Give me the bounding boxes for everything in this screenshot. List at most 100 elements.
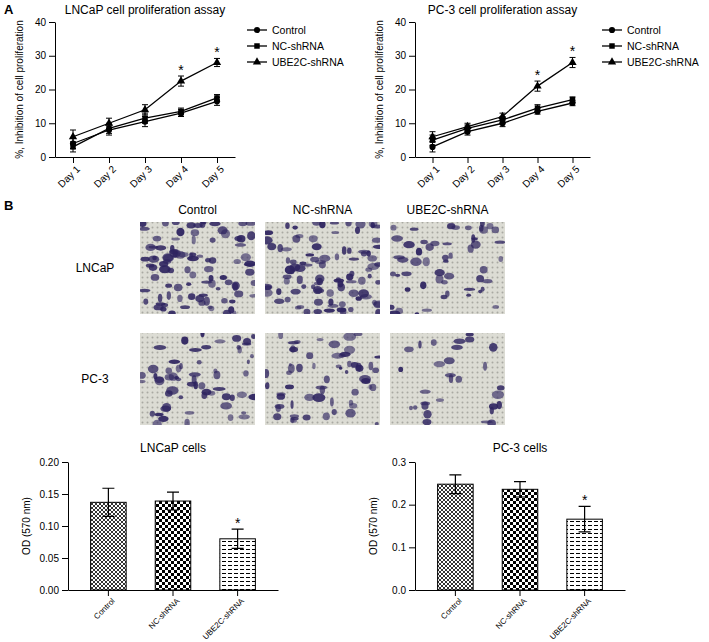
- stained-cell: [331, 231, 339, 234]
- stained-cell: [497, 385, 505, 390]
- bar-chart: PC-3 cellsOD (570 nm)0.00.10.20.3Control…: [368, 441, 626, 642]
- stained-cell: [235, 243, 246, 247]
- stained-cell: [431, 339, 437, 346]
- x-tick: Day 4: [520, 157, 547, 190]
- cell-image: [265, 333, 380, 425]
- legend-label: Control: [627, 24, 661, 36]
- series-line: [433, 103, 573, 147]
- y-tick: 10: [35, 118, 55, 129]
- stained-cell: [317, 278, 323, 286]
- stained-cell: [372, 300, 377, 306]
- stained-cell: [289, 270, 294, 275]
- error-bar: [514, 482, 526, 497]
- y-tick-mark: [409, 123, 415, 124]
- stained-cell: [324, 308, 335, 312]
- stained-cell: [328, 304, 339, 308]
- stained-cell: [320, 386, 325, 394]
- stained-cell: [481, 420, 493, 423]
- y-tick-label: 0.0: [392, 585, 406, 596]
- y-axis: 010203040: [395, 17, 416, 163]
- stained-cell: [291, 289, 301, 295]
- stained-cell: [444, 357, 455, 364]
- stained-cell: [148, 256, 159, 263]
- stained-cell: [466, 294, 471, 297]
- stained-cell: [495, 241, 505, 244]
- image-background: [390, 222, 505, 314]
- cell-image: [265, 222, 380, 314]
- stained-cell: [349, 258, 359, 261]
- y-axis-title: %, Inhibition of cell proliferation: [374, 20, 385, 158]
- stained-cell: [390, 305, 394, 310]
- point: [178, 109, 183, 114]
- y-axis-title: %, Inhibition of cell proliferation: [14, 20, 25, 158]
- stained-cell: [184, 419, 189, 425]
- stained-cell: [163, 259, 171, 264]
- stained-cell: [170, 245, 174, 252]
- stained-cell: [492, 227, 500, 234]
- stained-cell: [368, 384, 372, 390]
- stained-cell: [201, 345, 211, 349]
- x-tick-label: NC-shRNA: [494, 596, 529, 631]
- stained-cell: [410, 228, 419, 231]
- stained-cell: [498, 256, 503, 262]
- stained-cell: [171, 237, 180, 240]
- x-tick: Day 3: [485, 157, 512, 190]
- y-tick-mark: [409, 157, 415, 158]
- x-tick: Control: [439, 590, 464, 621]
- stained-cell: [167, 291, 171, 300]
- stained-cell: [425, 243, 433, 251]
- bar-chart: LNCaP cellsOD (570 nm)0.000.050.100.150.…: [21, 441, 279, 642]
- stained-cell: [174, 284, 183, 292]
- x-tick-mark: [433, 157, 434, 163]
- stained-cell: [319, 255, 330, 262]
- stained-cell: [464, 288, 475, 291]
- stained-cell: [444, 273, 454, 280]
- y-tick: 0.3: [392, 457, 415, 468]
- stained-cell: [225, 279, 233, 285]
- stained-cell: [290, 400, 293, 409]
- stained-cell: [198, 382, 205, 389]
- plot-area: [428, 57, 576, 152]
- legend-label: NC-shRNA: [272, 40, 324, 52]
- y-tick-mark: [409, 22, 415, 23]
- y-tick-label: 30: [395, 50, 407, 61]
- y-axis-title: OD (570 nm): [368, 497, 379, 555]
- annotation: *: [214, 44, 220, 60]
- stained-cell: [154, 413, 163, 417]
- x-tick-mark: [520, 590, 521, 596]
- stained-cell: [156, 302, 166, 305]
- stained-cell: [395, 274, 400, 277]
- stained-cell: [232, 283, 238, 291]
- x-tick: UBE2C-shRNA: [201, 590, 246, 642]
- stained-cell: [344, 346, 355, 354]
- stained-cell: [313, 286, 323, 294]
- stained-cell: [348, 307, 353, 312]
- stained-cell: [265, 289, 273, 297]
- stained-cell: [337, 281, 343, 288]
- legend-label: UBE2C-shRNA: [627, 56, 699, 68]
- y-axis: 0.000.050.100.150.20: [40, 457, 69, 596]
- point: [570, 97, 575, 102]
- stained-cell: [249, 294, 255, 298]
- y-tick-label: 0.10: [40, 521, 60, 532]
- stained-cell: [140, 222, 147, 227]
- stained-cell: [238, 414, 249, 419]
- stained-cell: [345, 409, 355, 418]
- x-tick-mark: [468, 157, 469, 163]
- stained-cell: [349, 403, 357, 409]
- stained-cell: [150, 411, 155, 417]
- stained-cell: [152, 256, 157, 261]
- stained-cell: [448, 252, 452, 258]
- annotation: *: [535, 67, 541, 83]
- chart-title: PC-3 cell proliferation assay: [428, 3, 577, 17]
- stained-cell: [415, 312, 420, 314]
- stained-cell: [465, 336, 474, 342]
- stained-cell: [319, 222, 325, 228]
- stained-cell: [278, 333, 283, 339]
- stained-cell: [162, 222, 169, 226]
- stained-cell: [155, 376, 165, 385]
- line-chart: 010203040Day 1Day 2Day 3Day 4Day 5PC-3 c…: [374, 3, 699, 190]
- stained-cell: [465, 225, 472, 230]
- stained-cell: [177, 295, 182, 302]
- y-tick-label: 0.20: [40, 457, 60, 468]
